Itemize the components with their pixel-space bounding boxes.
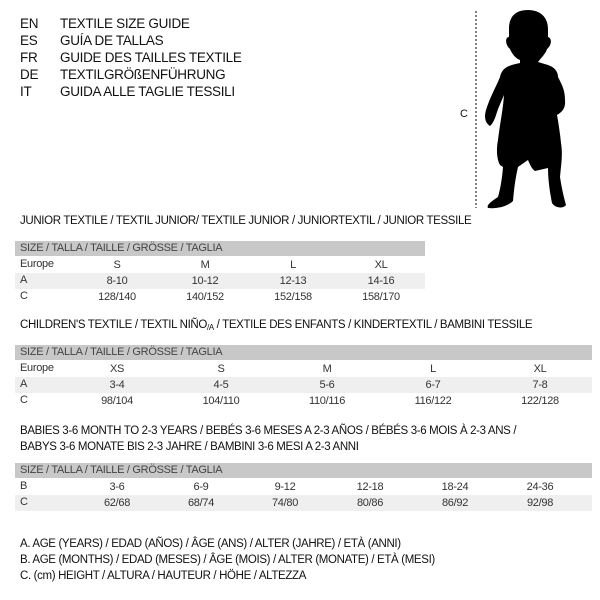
table-row: A 3-4 4-5 5-6 6-7 7-8 (15, 377, 592, 393)
cell: S (113, 259, 121, 271)
lang-code: IT (20, 84, 32, 99)
legend-item: B. AGE (MONTHS) / EDAD (MESES) / ÂGE (MO… (20, 554, 435, 566)
row-label: Europe (20, 258, 54, 270)
cell: 104/110 (202, 395, 240, 407)
children-size-header: SIZE / TALLA / TAILLE / GRÖSSE / TAGLIA (15, 345, 592, 360)
size-header-label: SIZE / TALLA / TAILLE / GRÖSSE / TAGLIA (20, 242, 223, 254)
cell: 9-12 (274, 481, 296, 493)
title-subscript: /A (206, 323, 214, 332)
table-row: C 98/104 104/110 110/116 116/122 122/128 (15, 393, 592, 409)
row-label: C (20, 290, 28, 302)
cell: 86/92 (441, 497, 469, 509)
row-label: C (20, 394, 28, 406)
cell: 74/80 (271, 497, 299, 509)
junior-title: JUNIOR TEXTILE / TEXTIL JUNIOR/ TEXTILE … (20, 215, 472, 227)
cell: 7-8 (532, 379, 548, 391)
cell: 68/74 (187, 497, 215, 509)
lang-code: FR (20, 50, 38, 65)
size-header-label: SIZE / TALLA / TAILLE / GRÖSSE / TAGLIA (20, 346, 223, 358)
cell: 12-18 (356, 481, 384, 493)
table-row: C 128/140 140/152 152/158 158/170 (15, 289, 425, 305)
cell: 116/122 (414, 395, 452, 407)
cell: XS (109, 363, 125, 375)
babies-title-line2: BABYS 3-6 MONATE BIS 2-3 JAHRE / BAMBINI… (20, 441, 359, 453)
lang-code: EN (20, 16, 39, 31)
title-part: / TEXTILE DES ENFANTS / KINDERTEXTIL / B… (213, 319, 533, 331)
cell: M (200, 259, 210, 271)
table-row: C 62/68 68/74 74/80 80/86 86/92 92/98 (15, 495, 592, 511)
cell: XL (374, 259, 388, 271)
lang-title: TEXTILGRÖßENFÜHRUNG (60, 67, 226, 82)
junior-size-header: SIZE / TALLA / TAILLE / GRÖSSE / TAGLIA (15, 241, 425, 256)
legend-item: A. AGE (YEARS) / EDAD (AÑOS) / ÂGE (ANS)… (20, 538, 401, 550)
cell: 5-6 (319, 379, 335, 391)
lang-code: DE (20, 67, 39, 82)
cell: S (217, 363, 225, 375)
cell: 8-10 (106, 275, 128, 287)
table-row: Europe S M L XL (15, 257, 425, 273)
size-header-label: SIZE / TALLA / TAILLE / GRÖSSE / TAGLIA (20, 464, 223, 476)
cell: 158/170 (362, 291, 400, 303)
cell: 98/104 (101, 395, 133, 407)
row-label: A (20, 274, 28, 286)
table-row: B 3-6 6-9 9-12 12-18 18-24 24-36 (15, 479, 592, 495)
row-label: C (20, 496, 28, 508)
cell: L (430, 363, 436, 375)
table-row: A 8-10 10-12 12-13 14-16 (15, 273, 425, 289)
children-title: CHILDREN'S TEXTILE / TEXTIL NIÑO/A / TEX… (20, 319, 533, 332)
cell: 24-36 (526, 481, 554, 493)
lang-code: ES (20, 33, 38, 48)
cell: 18-24 (441, 481, 469, 493)
cell: 3-6 (109, 481, 125, 493)
cell: L (290, 259, 296, 271)
babies-size-header: SIZE / TALLA / TAILLE / GRÖSSE / TAGLIA (15, 463, 592, 478)
child-silhouette-icon (475, 10, 566, 209)
legend-item: C. (cm) HEIGHT / ALTURA / HAUTEUR / HÖHE… (20, 570, 307, 582)
cell: 12-13 (279, 275, 307, 287)
cell: 110/116 (308, 395, 346, 407)
cell: XL (533, 363, 547, 375)
row-label: Europe (20, 362, 54, 374)
lang-title: TEXTILE SIZE GUIDE (60, 16, 190, 31)
cell: 62/68 (103, 497, 131, 509)
babies-title-line1: BABIES 3-6 MONTH TO 2-3 YEARS / BEBÉS 3-… (20, 425, 517, 437)
lang-title: GUÍA DE TALLAS (60, 33, 164, 48)
lang-title: GUIDE DES TAILLES TEXTILE (60, 50, 242, 65)
cell: 6-7 (425, 379, 441, 391)
cell: 122/128 (521, 395, 559, 407)
table-row: Europe XS S M L XL (15, 361, 592, 377)
cell: 152/158 (274, 291, 312, 303)
cell: 140/152 (186, 291, 224, 303)
cell: 14-16 (367, 275, 395, 287)
measure-label: C (460, 108, 468, 120)
row-label: A (20, 378, 28, 390)
cell: 128/140 (98, 291, 136, 303)
cell: M (322, 363, 332, 375)
cell: 80/86 (356, 497, 384, 509)
cell: 10-12 (191, 275, 219, 287)
cell: 6-9 (193, 481, 209, 493)
lang-title: GUIDA ALLE TAGLIE TESSILI (60, 84, 235, 99)
row-label: B (20, 480, 28, 492)
cell: 92/98 (526, 497, 554, 509)
cell: 4-5 (213, 379, 229, 391)
title-part: CHILDREN'S TEXTILE / TEXTIL NIÑO (20, 319, 207, 331)
cell: 3-4 (109, 379, 125, 391)
